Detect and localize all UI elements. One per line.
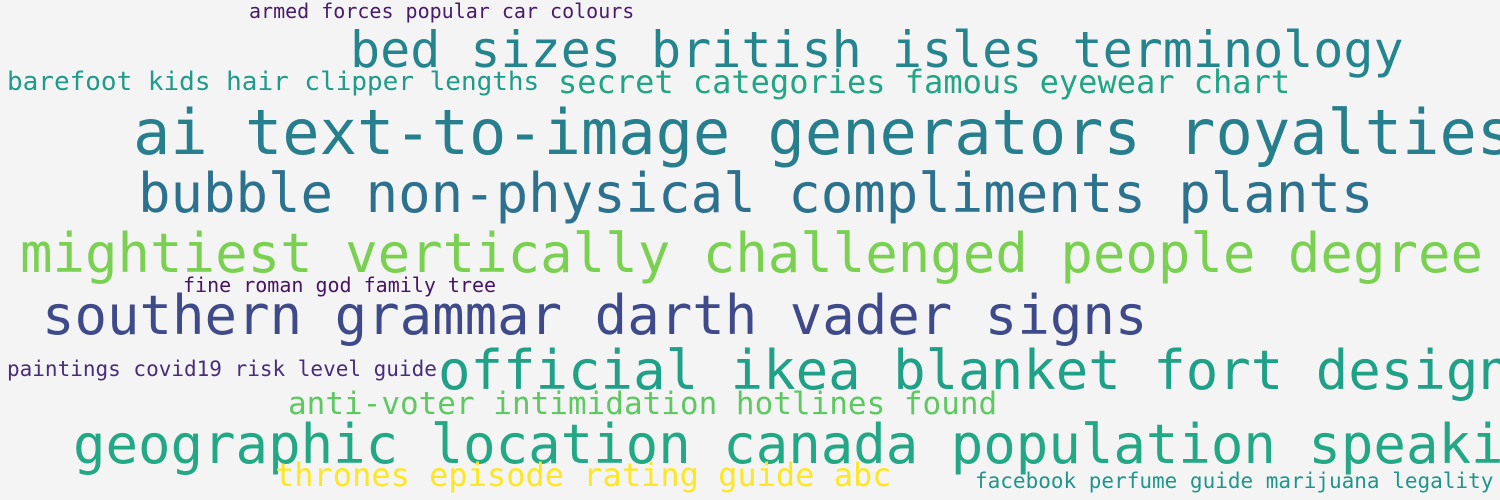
word-ai-text-to-image: ai text-to-image generators royalties (133, 96, 1500, 169)
word-facebook-perfume: facebook perfume guide marijuana legalit… (975, 469, 1494, 493)
word-fine-roman-god: fine roman god family tree (183, 273, 497, 297)
word-armed-forces: armed forces popular car colours (249, 0, 635, 23)
word-geographic-location: geographic location canada population sp… (73, 413, 1500, 476)
word-mightiest-vertically: mightiest vertically challenged people d… (20, 222, 1483, 285)
word-official-ikea: official ikea blanket fort designs (438, 339, 1500, 402)
word-southern-grammar: southern grammar darth vader signs (42, 284, 1148, 347)
word-secret-categories: secret categories famous eyewear chart (558, 63, 1291, 101)
word-anti-voter: anti-voter intimidation hotlines found (288, 386, 998, 422)
word-thrones-episode: thrones episode rating guide abc (275, 456, 892, 494)
word-bubble-non-physical: bubble non-physical compliments plants (138, 162, 1374, 225)
word-paintings-covid19: paintings covid19 risk level guide (7, 357, 437, 381)
word-bed-sizes: bed sizes british isles terminology (350, 21, 1404, 79)
word-barefoot-kids: barefoot kids hair clipper lengths (7, 67, 540, 97)
